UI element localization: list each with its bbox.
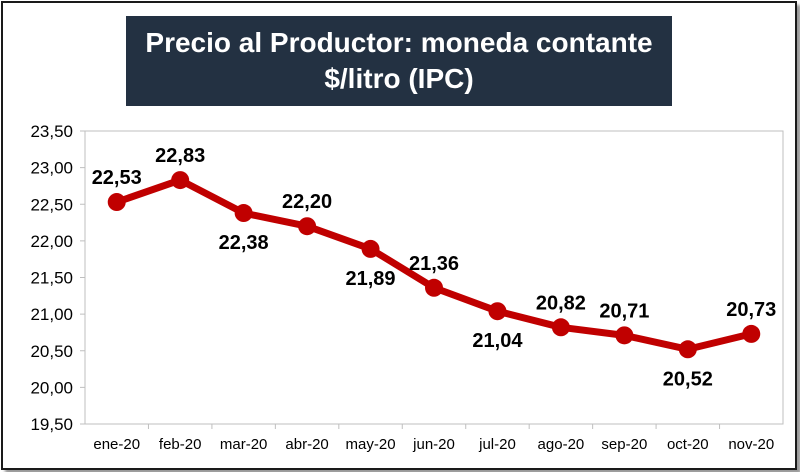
- data-point: [615, 326, 634, 345]
- chart-subtitle: $/litro (IPC): [324, 63, 474, 94]
- x-tick-label: feb-20: [159, 436, 202, 453]
- data-label: 22,53: [92, 167, 142, 189]
- data-point: [488, 302, 507, 321]
- x-tick-label: ago-20: [538, 436, 585, 453]
- y-tick-label: 21,50: [30, 269, 73, 288]
- data-point: [425, 278, 443, 297]
- x-tick-label: abr-20: [285, 436, 328, 453]
- x-tick-label: may-20: [346, 436, 396, 453]
- y-tick-label: 21,00: [30, 305, 73, 324]
- y-tick-label: 20,00: [30, 378, 73, 397]
- x-tick-label: jun-20: [412, 436, 455, 453]
- x-tick-label: ene-20: [93, 436, 140, 453]
- x-tick-label: mar-20: [220, 436, 268, 453]
- data-point: [742, 324, 761, 343]
- data-point: [678, 340, 697, 359]
- x-tick-label: nov-20: [728, 436, 774, 453]
- x-tick-label: sep-20: [601, 436, 647, 453]
- y-tick-label: 22,50: [30, 195, 73, 214]
- data-label: 22,83: [155, 145, 205, 167]
- data-label: 20,82: [536, 292, 586, 314]
- data-label: 20,71: [599, 300, 649, 322]
- y-tick-label: 20,50: [30, 342, 73, 361]
- chart-title: Precio al Productor: moneda contante: [145, 27, 653, 58]
- data-label: 22,20: [282, 191, 332, 213]
- y-tick-label: 22,00: [30, 232, 73, 251]
- data-label: 20,52: [663, 368, 713, 390]
- data-label: 20,73: [726, 299, 776, 321]
- data-point: [551, 318, 570, 337]
- x-tick-label: oct-20: [667, 436, 709, 453]
- data-label: 21,36: [409, 253, 459, 275]
- y-tick-label: 19,50: [30, 415, 73, 434]
- chart-title-box: Precio al Productor: moneda contante $/l…: [126, 16, 672, 106]
- x-tick-label: jul-20: [478, 436, 516, 453]
- y-tick-label: 23,50: [30, 122, 73, 141]
- data-label: 21,89: [346, 268, 396, 290]
- data-point: [107, 193, 126, 212]
- data-point: [171, 171, 190, 190]
- y-tick-label: 23,00: [30, 159, 73, 178]
- data-point: [234, 204, 253, 223]
- data-point: [298, 217, 317, 236]
- data-label: 21,04: [472, 330, 523, 352]
- data-point: [361, 239, 380, 258]
- data-label: 22,38: [219, 232, 269, 254]
